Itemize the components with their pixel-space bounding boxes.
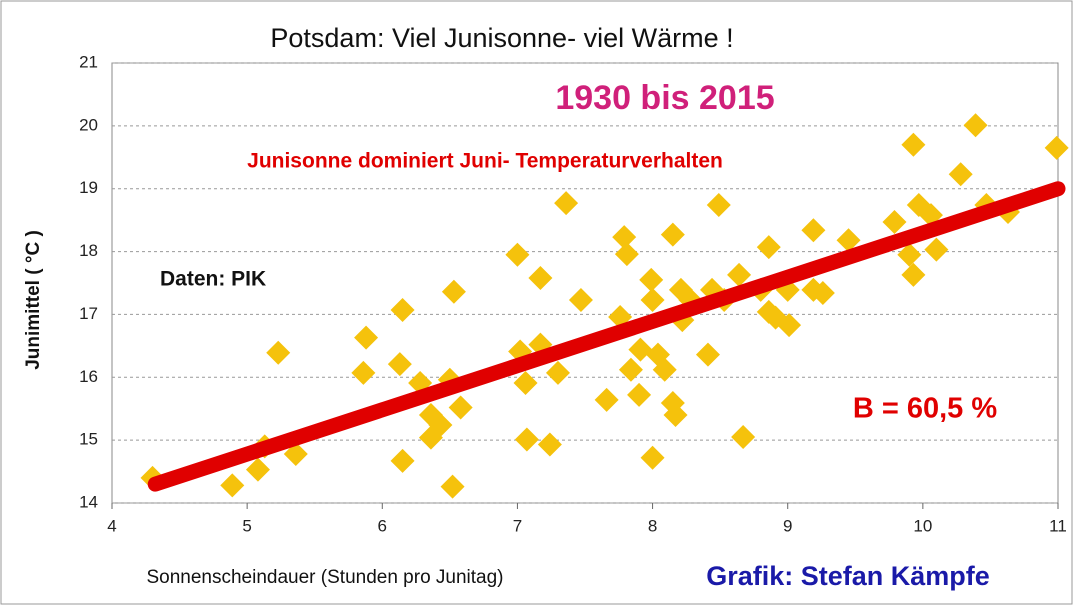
point — [660, 222, 685, 247]
chart-title: Potsdam: Viel Junisonne- viel Wärme ! — [270, 23, 733, 53]
y-tick-label: 15 — [79, 430, 98, 449]
point — [897, 242, 922, 267]
point — [537, 432, 562, 457]
point — [220, 473, 245, 498]
y-tick-label: 19 — [79, 178, 98, 197]
point — [948, 162, 973, 187]
x-tick-label: 11 — [1049, 516, 1067, 535]
trend-line — [147, 181, 1066, 492]
point — [354, 325, 379, 350]
point — [777, 313, 802, 338]
point — [639, 267, 664, 292]
point — [727, 262, 752, 287]
point — [963, 113, 988, 138]
x-tick-label: 5 — [242, 516, 251, 535]
x-axis-label: Sonnenscheindauer (Stunden pro Junitag) — [146, 567, 503, 588]
plot-area — [111, 62, 1059, 504]
point — [390, 298, 415, 323]
point — [505, 242, 530, 267]
point — [448, 395, 473, 420]
point — [554, 191, 579, 216]
point — [640, 445, 665, 470]
point — [514, 427, 539, 452]
annotation: Junisonne dominiert Juni- Temperaturverh… — [247, 150, 723, 173]
annotation: Grafik: Stefan Kämpfe — [706, 561, 990, 591]
point — [387, 352, 412, 377]
y-tick-label: 18 — [79, 241, 98, 260]
point — [428, 413, 453, 438]
x-tick-label: 7 — [513, 516, 522, 535]
point — [612, 225, 637, 250]
y-tick-label: 16 — [79, 367, 98, 386]
point — [810, 281, 835, 306]
point — [628, 337, 653, 362]
y-tick-label: 14 — [79, 492, 98, 511]
point — [618, 357, 643, 382]
point — [652, 357, 677, 382]
x-tick-label: 8 — [648, 516, 657, 535]
point — [640, 287, 665, 312]
point — [266, 340, 291, 365]
point — [513, 370, 538, 395]
y-tick-label: 20 — [79, 115, 98, 134]
point — [351, 360, 376, 385]
x-tick-label: 6 — [378, 516, 387, 535]
point — [568, 287, 593, 312]
point — [528, 265, 553, 290]
point — [1044, 135, 1069, 160]
point — [441, 279, 466, 304]
point — [390, 448, 415, 473]
y-axis-label: Junimittel ( °C ) — [23, 230, 44, 370]
y-tick-label: 17 — [79, 304, 98, 323]
point — [801, 218, 826, 243]
point — [614, 242, 639, 267]
point — [901, 132, 926, 157]
point — [594, 387, 619, 412]
point — [882, 210, 907, 235]
point — [836, 228, 861, 253]
point — [245, 457, 270, 482]
y-tick-label: 21 — [79, 52, 98, 71]
point — [706, 193, 731, 218]
annotation: Daten: PIK — [160, 268, 266, 291]
x-tick-label: 9 — [783, 516, 792, 535]
point — [663, 403, 688, 427]
point — [545, 360, 570, 385]
point — [756, 235, 781, 260]
annotation: 1930 bis 2015 — [555, 79, 774, 117]
point — [731, 425, 756, 449]
x-tick-label: 4 — [107, 516, 116, 535]
point — [627, 382, 652, 407]
point — [901, 262, 926, 287]
point — [440, 474, 465, 499]
point — [695, 342, 720, 367]
point — [924, 237, 949, 262]
x-tick-label: 10 — [913, 516, 932, 535]
annotation: B = 60,5 % — [853, 393, 997, 425]
